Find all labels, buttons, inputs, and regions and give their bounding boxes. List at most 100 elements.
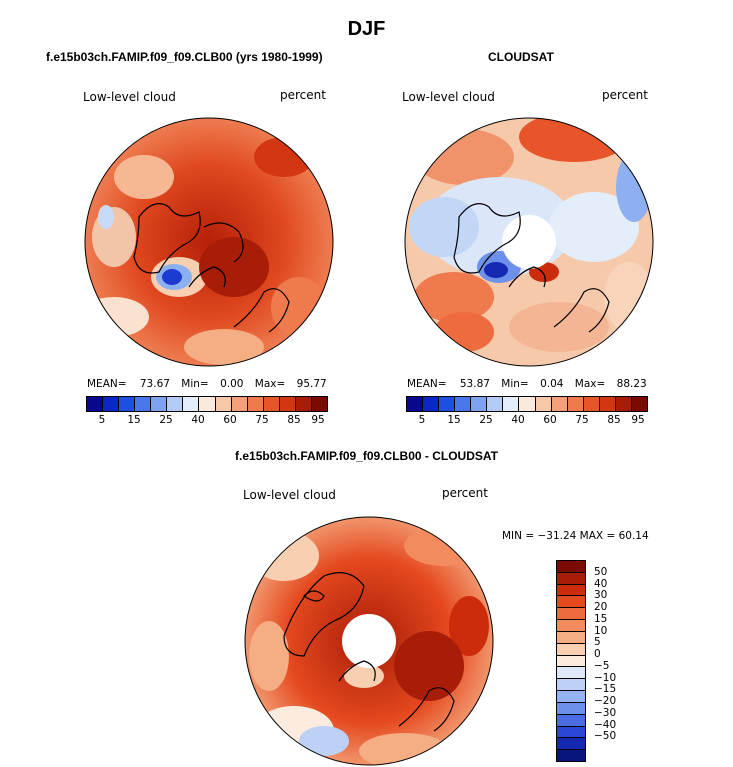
panel2-variable-label: Low-level cloud	[402, 90, 495, 104]
diff-units-label: percent	[442, 486, 488, 500]
colorbar-swatch	[557, 654, 585, 667]
colorbar-swatch	[422, 397, 439, 411]
panel2-stats: MEAN= 53.87 Min= 0.04 Max= 88.23	[407, 378, 647, 390]
panel2-mean-label: MEAN=	[407, 378, 447, 390]
panel2-colorbar-ticks: 5 15 25 40 60 75 85 95	[406, 414, 648, 428]
colorbar-swatch	[230, 397, 247, 411]
diff-minmax: MIN = −31.24 MAX = 60.14	[502, 530, 649, 542]
panel1-colorbar	[86, 396, 328, 412]
panel1-units-label: percent	[280, 88, 326, 102]
panel2-units-label: percent	[602, 88, 648, 102]
figure-title: DJF	[347, 18, 386, 40]
colorbar-swatch	[102, 397, 119, 411]
colorbar-swatch	[502, 397, 519, 411]
colorbar-tick-label: 15	[447, 414, 461, 426]
colorbar-swatch	[198, 397, 215, 411]
colorbar-swatch	[470, 397, 487, 411]
colorbar-tick-label: −10	[594, 671, 617, 684]
diff-polar-map	[244, 516, 494, 766]
colorbar-tick-label: 50	[594, 565, 608, 578]
colorbar-tick-label: 40	[191, 414, 205, 426]
colorbar-swatch	[262, 397, 279, 411]
colorbar-swatch	[150, 397, 167, 411]
colorbar-tick-label: 40	[594, 577, 608, 590]
colorbar-swatch	[630, 397, 647, 411]
colorbar-swatch	[557, 666, 585, 679]
colorbar-tick-label: −40	[594, 718, 617, 731]
panel1-max-label: Max=	[254, 378, 286, 390]
panel1-title: f.e15b03ch.FAMIP.f09_f09.CLB00 (yrs 1980…	[46, 50, 323, 64]
colorbar-tick-label: −50	[594, 730, 617, 743]
colorbar-swatch	[246, 397, 263, 411]
colorbar-swatch	[557, 713, 585, 726]
colorbar-swatch	[557, 642, 585, 655]
colorbar-swatch	[566, 397, 583, 411]
panel1-mean-label: MEAN=	[87, 378, 127, 390]
colorbar-swatch	[557, 607, 585, 620]
colorbar-swatch	[278, 397, 295, 411]
colorbar-tick-label: −20	[594, 695, 617, 708]
colorbar-tick-label: 15	[594, 612, 608, 625]
colorbar-swatch	[582, 397, 599, 411]
colorbar-swatch	[557, 571, 585, 584]
panel1-polar-map	[84, 117, 334, 367]
panel2-title: CLOUDSAT	[488, 50, 554, 64]
colorbar-swatch	[557, 561, 585, 572]
colorbar-tick-label: 5	[98, 414, 106, 426]
colorbar-swatch	[557, 749, 585, 762]
colorbar-tick-label: −5	[594, 659, 610, 672]
colorbar-swatch	[557, 690, 585, 702]
diff-variable-label: Low-level cloud	[243, 488, 336, 502]
colorbar-swatch	[557, 701, 585, 714]
colorbar-swatch	[534, 397, 551, 411]
diff-panel-title: f.e15b03ch.FAMIP.f09_f09.CLB00 - CLOUDSA…	[235, 449, 498, 463]
panel1-mean-value: 73.67	[139, 378, 170, 390]
colorbar-tick-label: 15	[127, 414, 141, 426]
colorbar-tick-label: 95	[631, 414, 645, 426]
colorbar-swatch	[557, 678, 585, 691]
panel1-max-value: 95.77	[296, 378, 327, 390]
colorbar-swatch	[557, 619, 585, 631]
colorbar-swatch	[550, 397, 567, 411]
panel2-min-value: 0.04	[540, 378, 564, 390]
colorbar-tick-label: 85	[287, 414, 301, 426]
colorbar-tick-label: 85	[607, 414, 621, 426]
colorbar-tick-label: 20	[594, 601, 608, 614]
colorbar-tick-label: 60	[543, 414, 557, 426]
colorbar-swatch	[454, 397, 471, 411]
panel2-min-label: Min=	[501, 378, 529, 390]
colorbar-tick-label: 75	[575, 414, 589, 426]
panel1-min-value: 0.00	[220, 378, 244, 390]
panel2-colorbar	[406, 396, 648, 412]
colorbar-tick-label: 0	[594, 648, 601, 661]
colorbar-tick-label: 5	[594, 636, 601, 649]
colorbar-swatch	[310, 397, 327, 411]
panel1-min-label: Min=	[181, 378, 209, 390]
colorbar-swatch	[518, 397, 535, 411]
diff-colorbar	[556, 560, 586, 762]
panel1-stats: MEAN= 73.67 Min= 0.00 Max= 95.77	[87, 378, 327, 390]
colorbar-swatch	[407, 397, 423, 411]
panel2-max-label: Max=	[574, 378, 606, 390]
colorbar-tick-label: −30	[594, 706, 617, 719]
colorbar-tick-label: 95	[311, 414, 325, 426]
panel1-colorbar-ticks: 5 15 25 40 60 75 85 95	[86, 414, 328, 428]
colorbar-swatch	[87, 397, 103, 411]
colorbar-tick-label: 75	[255, 414, 269, 426]
colorbar-swatch	[182, 397, 199, 411]
colorbar-swatch	[166, 397, 183, 411]
panel2-polar-map	[404, 117, 654, 367]
colorbar-swatch	[118, 397, 135, 411]
colorbar-swatch	[614, 397, 631, 411]
colorbar-tick-label: −15	[594, 683, 617, 696]
colorbar-swatch	[486, 397, 503, 411]
colorbar-tick-label: 25	[479, 414, 493, 426]
panel2-max-value: 88.23	[616, 378, 647, 390]
colorbar-tick-label: 40	[511, 414, 525, 426]
colorbar-swatch	[557, 595, 585, 608]
colorbar-swatch	[134, 397, 151, 411]
colorbar-tick-label: 5	[418, 414, 426, 426]
colorbar-swatch	[214, 397, 231, 411]
colorbar-tick-label: 60	[223, 414, 237, 426]
colorbar-tick-label: 10	[594, 624, 608, 637]
